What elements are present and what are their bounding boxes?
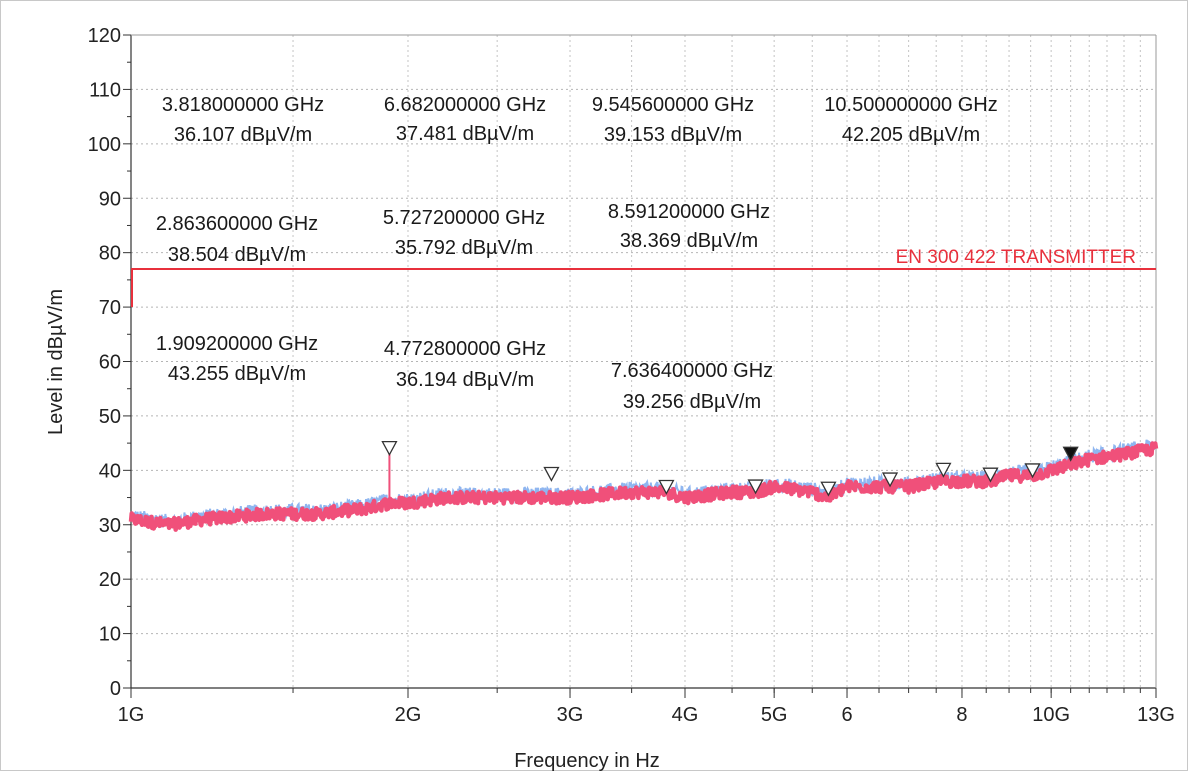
series-layer — [128, 439, 1159, 532]
x-axis-title: Frequency in Hz — [514, 750, 660, 771]
y-tick-label: 60 — [99, 352, 121, 374]
x-tick-label: 8 — [956, 704, 967, 726]
marker-triangle — [982, 467, 999, 483]
marker-frequency-label: 6.682000000 GHz — [384, 94, 546, 116]
marker-frequency-label: 7.636400000 GHz — [611, 360, 773, 382]
y-tick-label: 110 — [89, 79, 121, 101]
y-axis-title: Level in dBµV/m — [45, 289, 67, 435]
markers-layer — [381, 440, 1079, 497]
x-tick-label: 3G — [557, 704, 584, 726]
marker-frequency-label: 10.500000000 GHz — [824, 94, 997, 116]
marker-frequency-label: 9.545600000 GHz — [592, 94, 754, 116]
x-tick-label: 10G — [1032, 704, 1070, 726]
y-tick-label: 0 — [110, 678, 121, 700]
y-tick-label: 100 — [88, 134, 121, 156]
x-tick-label: 6 — [841, 704, 852, 726]
marker-triangle — [881, 472, 899, 488]
marker-frequency-label: 4.772800000 GHz — [384, 338, 546, 360]
marker-frequency-label: 3.818000000 GHz — [162, 94, 324, 116]
y-tick-label: 80 — [99, 243, 121, 265]
x-tick-label: 2G — [395, 704, 422, 726]
marker-level-label: 36.107 dBµV/m — [174, 124, 312, 146]
marker-triangle — [747, 479, 764, 495]
y-tick-label: 70 — [99, 297, 121, 319]
marker-frequency-label: 2.863600000 GHz — [156, 213, 318, 235]
x-tick-label: 4G — [672, 704, 699, 726]
marker-level-label: 43.255 dBµV/m — [168, 363, 306, 385]
labels-layer: 0 10 20 30 40 50 60 70 80 90 100 110 120 1G 2G 3G 4G 5G 6 8… — [45, 25, 1175, 772]
x-tick-label: 13G — [1137, 704, 1175, 726]
marker-level-label: 42.205 dBµV/m — [842, 124, 980, 146]
trace-series — [128, 441, 1159, 532]
marker-level-label: 38.504 dBµV/m — [168, 244, 306, 266]
marker-triangle — [935, 462, 952, 478]
y-tick-label: 90 — [99, 188, 121, 210]
y-tick-label: 20 — [99, 569, 121, 591]
marker-triangle — [820, 481, 837, 497]
axes — [123, 34, 1157, 698]
marker-level-label: 39.256 dBµV/m — [623, 391, 761, 413]
marker-frequency-label: 1.909200000 GHz — [156, 333, 318, 355]
limit-layer — [131, 267, 1156, 308]
y-tick-label: 50 — [99, 406, 121, 428]
marker-level-label: 35.792 dBµV/m — [395, 237, 533, 259]
y-tick-label: 30 — [99, 515, 121, 537]
marker-frequency-label: 8.591200000 GHz — [608, 201, 770, 223]
x-tick-label: 1G — [118, 704, 145, 726]
x-tick-label: 5G — [761, 704, 788, 726]
marker-triangle — [543, 466, 560, 482]
marker-level-label: 38.369 dBµV/m — [620, 230, 758, 252]
limit-line-label: EN 300 422 TRANSMITTER — [896, 247, 1136, 268]
marker-frequency-label: 5.727200000 GHz — [383, 207, 545, 229]
marker-level-label: 36.194 dBµV/m — [396, 369, 534, 391]
marker-triangle — [381, 440, 398, 456]
marker-triangle — [1024, 463, 1041, 479]
marker-triangle — [1062, 446, 1079, 462]
marker-level-label: 39.153 dBµV/m — [604, 124, 742, 146]
y-tick-label: 10 — [99, 624, 121, 646]
y-tick-label: 120 — [88, 25, 121, 47]
y-tick-label: 40 — [99, 460, 121, 482]
marker-level-label: 37.481 dBµV/m — [396, 123, 534, 145]
marker-triangle — [658, 479, 675, 495]
